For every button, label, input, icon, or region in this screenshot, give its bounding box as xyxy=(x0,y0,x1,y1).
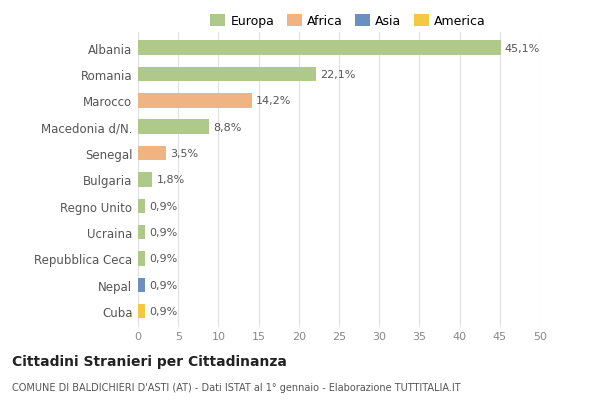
Text: 22,1%: 22,1% xyxy=(320,70,355,80)
Bar xyxy=(138,173,152,187)
Text: 1,8%: 1,8% xyxy=(157,175,185,185)
Bar xyxy=(138,304,145,319)
Text: 3,5%: 3,5% xyxy=(170,149,198,159)
Text: 0,9%: 0,9% xyxy=(149,306,178,317)
Text: 14,2%: 14,2% xyxy=(256,96,292,106)
Bar xyxy=(138,146,166,161)
Bar xyxy=(138,278,145,292)
Bar xyxy=(138,94,252,108)
Text: 8,8%: 8,8% xyxy=(213,122,241,133)
Bar xyxy=(138,199,145,213)
Bar xyxy=(138,252,145,266)
Bar xyxy=(138,225,145,240)
Text: 0,9%: 0,9% xyxy=(149,227,178,238)
Text: 45,1%: 45,1% xyxy=(505,43,540,54)
Text: 0,9%: 0,9% xyxy=(149,201,178,211)
Text: 0,9%: 0,9% xyxy=(149,254,178,264)
Bar xyxy=(138,67,316,82)
Text: 0,9%: 0,9% xyxy=(149,280,178,290)
Text: Cittadini Stranieri per Cittadinanza: Cittadini Stranieri per Cittadinanza xyxy=(12,354,287,368)
Bar xyxy=(138,120,209,135)
Legend: Europa, Africa, Asia, America: Europa, Africa, Asia, America xyxy=(205,10,491,33)
Text: COMUNE DI BALDICHIERI D'ASTI (AT) - Dati ISTAT al 1° gennaio - Elaborazione TUTT: COMUNE DI BALDICHIERI D'ASTI (AT) - Dati… xyxy=(12,382,461,392)
Bar xyxy=(138,41,500,56)
